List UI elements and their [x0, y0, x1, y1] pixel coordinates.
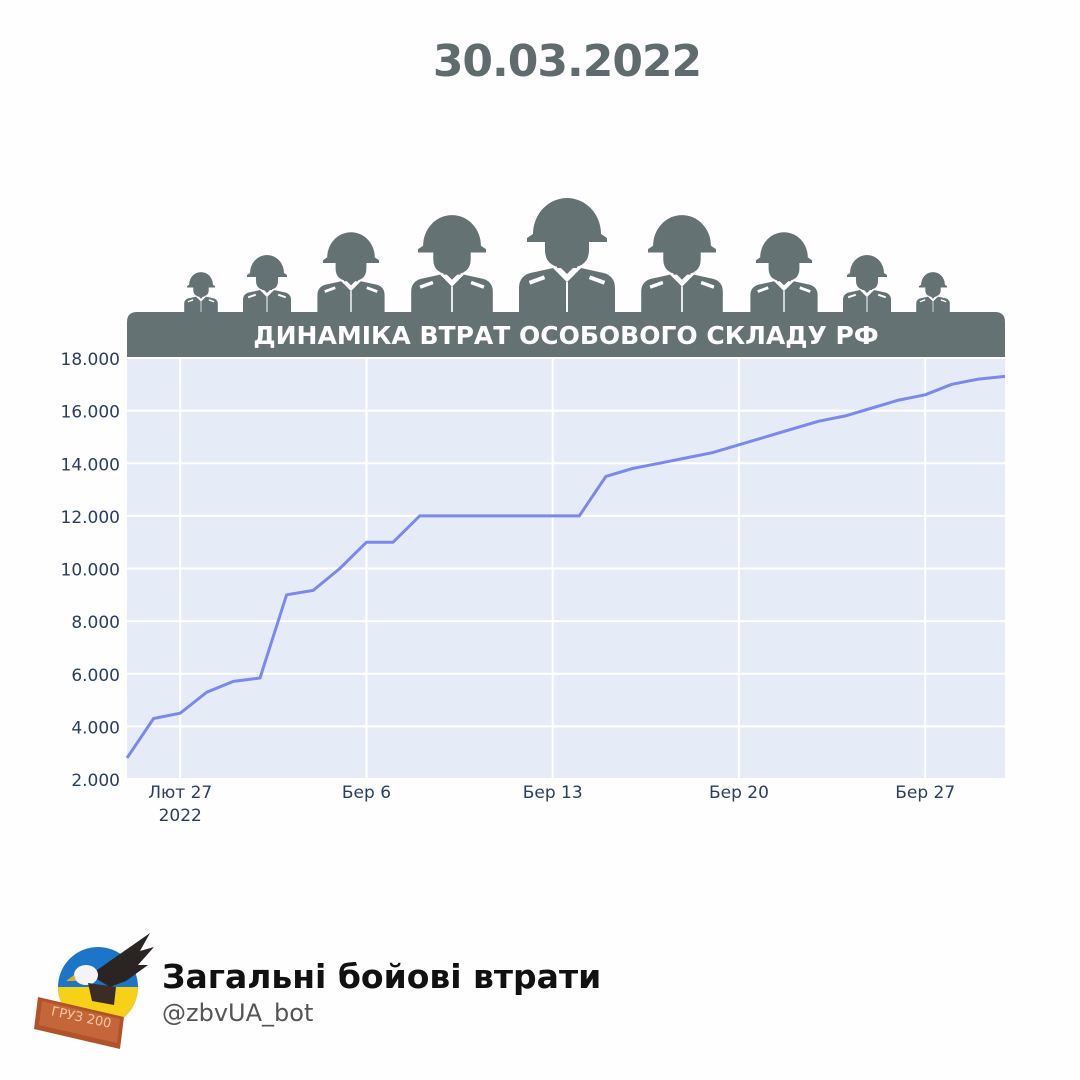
x-axis-ticks: Лют 27 2022 Бер 6 Бер 13 Бер 20 Бер 27: [148, 783, 955, 826]
y-tick-label: 18.000: [61, 350, 120, 370]
soldier-icon: [243, 255, 291, 312]
losses-chart: ДИНАМІКА ВТРАТ ОСОБОВОГО СКЛАДУ РФ 2.000…: [61, 198, 1006, 826]
eagle-coffin-logo: ГРУЗ 200: [34, 933, 154, 1049]
footer-handle: @zbvUA_bot: [162, 999, 314, 1027]
x-tick-label: Бер 20: [709, 783, 769, 803]
y-tick-label: 6.000: [71, 666, 120, 686]
eagle-wing-icon: [90, 933, 154, 987]
eagle-body-icon: [88, 983, 116, 1005]
x-tick-label: Бер 6: [342, 783, 391, 803]
y-tick-label: 8.000: [71, 613, 120, 633]
series-line: [125, 374, 1006, 759]
soldier-icon: [843, 255, 891, 312]
y-tick-label: 4.000: [71, 718, 120, 738]
eagle-head-icon: [74, 965, 98, 985]
y-tick-label: 12.000: [61, 508, 120, 528]
y-tick-label: 10.000: [61, 561, 120, 581]
y-axis-ticks: 2.000 4.000 6.000 8.000 10.000 12.000 14.000 16…: [61, 350, 120, 791]
x-tick-label: Бер 27: [895, 783, 955, 803]
y-tick-label: 2.000: [71, 771, 120, 791]
soldier-icon: [641, 215, 723, 312]
soldier-icon: [519, 198, 615, 312]
soldier-icons: [184, 198, 950, 312]
soldier-icon: [317, 232, 385, 312]
x-tick-sublabel: 2022: [159, 806, 202, 826]
y-tick-label: 14.000: [61, 455, 120, 475]
footer: ГРУЗ 200 Загальні бойові втрати @zbvUA_b…: [30, 925, 730, 1065]
title-banner: [127, 312, 1005, 358]
eagle-beak-icon: [66, 975, 76, 981]
y-tick-label: 16.000: [61, 403, 120, 423]
soldier-icon: [916, 272, 950, 312]
soldier-icon: [184, 272, 218, 312]
soldier-icon: [750, 232, 818, 312]
date-title: 30.03.2022: [432, 36, 702, 87]
soldier-icon: [411, 215, 493, 312]
grid-lines: [127, 357, 1005, 780]
x-tick-label: Лют 27: [148, 783, 212, 803]
x-tick-label: Бер 13: [523, 783, 583, 803]
chart-title: ДИНАМІКА ВТРАТ ОСОБОВОГО СКЛАДУ РФ: [253, 321, 878, 350]
footer-title: Загальні бойові втрати: [162, 957, 602, 996]
